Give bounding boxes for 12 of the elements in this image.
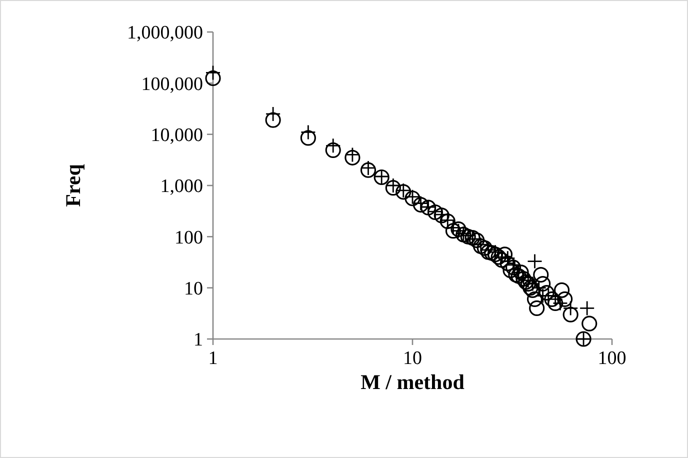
y-tick-label: 1,000 — [160, 176, 203, 198]
x-axis-title: M / method — [360, 370, 465, 394]
y-axis-title: Freq — [61, 164, 85, 207]
y-tick-label: 10,000 — [150, 124, 203, 146]
y-tick-label: 100 — [174, 227, 203, 248]
x-tick-label: 1 — [208, 348, 218, 369]
x-tick-label: 10 — [403, 348, 422, 369]
x-tick-label: 100 — [598, 348, 626, 369]
y-tick-label: 100,000 — [141, 74, 203, 95]
y-tick-label: 1,000,000 — [127, 22, 203, 44]
y-tick-label: 1 — [194, 330, 203, 351]
y-tick-label: 10 — [184, 278, 203, 300]
